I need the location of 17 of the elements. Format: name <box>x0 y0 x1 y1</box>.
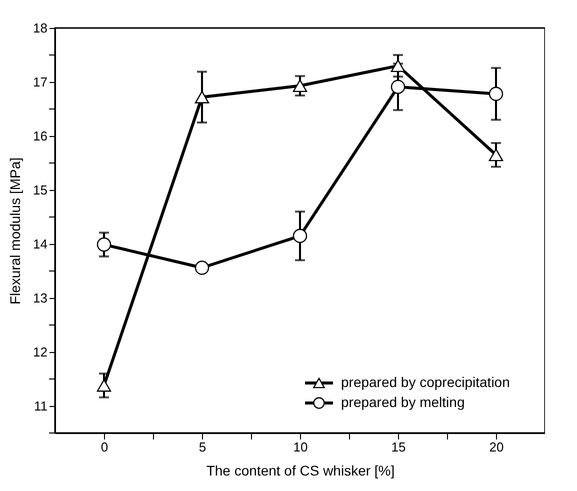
y-tick-label: 16 <box>33 128 48 144</box>
y-tick-label: 15 <box>33 182 48 198</box>
y-tick-label: 11 <box>34 398 48 414</box>
x-tick-label: 0 <box>100 440 108 454</box>
x-tick-label: 15 <box>391 440 406 454</box>
y-axis-title: Flexural modulus [MPa] <box>7 157 24 305</box>
x-axis-title: The content of CS whisker [%] <box>206 462 395 478</box>
x-tick-label: 5 <box>198 440 206 454</box>
y-tick-label: 12 <box>33 344 48 360</box>
legend-label: prepared by melting <box>341 394 465 410</box>
y-tick-label: 18 <box>33 20 48 36</box>
x-tick-label: 20 <box>489 440 504 454</box>
legend-label: prepared by coprecipitation <box>341 374 510 390</box>
y-tick-label: 13 <box>33 290 48 306</box>
y-tick-label: 14 <box>33 236 48 252</box>
y-tick-label: 17 <box>33 74 48 90</box>
x-tick-label: 10 <box>293 440 308 454</box>
